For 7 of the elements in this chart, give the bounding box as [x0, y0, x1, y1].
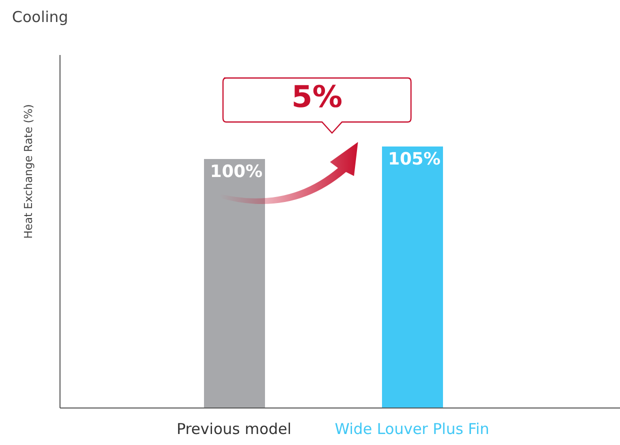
text: 5% [290, 80, 344, 115]
x-tick-label: Previous model [176, 420, 292, 438]
x-tick-label: Wide Louver Plus Fin [334, 420, 490, 438]
data-label: 105% [388, 150, 441, 170]
chart-title: Cooling [12, 8, 68, 26]
y-axis-title: Heat Exchange Rate (%) [22, 104, 35, 239]
data-label: 100% [210, 162, 263, 182]
